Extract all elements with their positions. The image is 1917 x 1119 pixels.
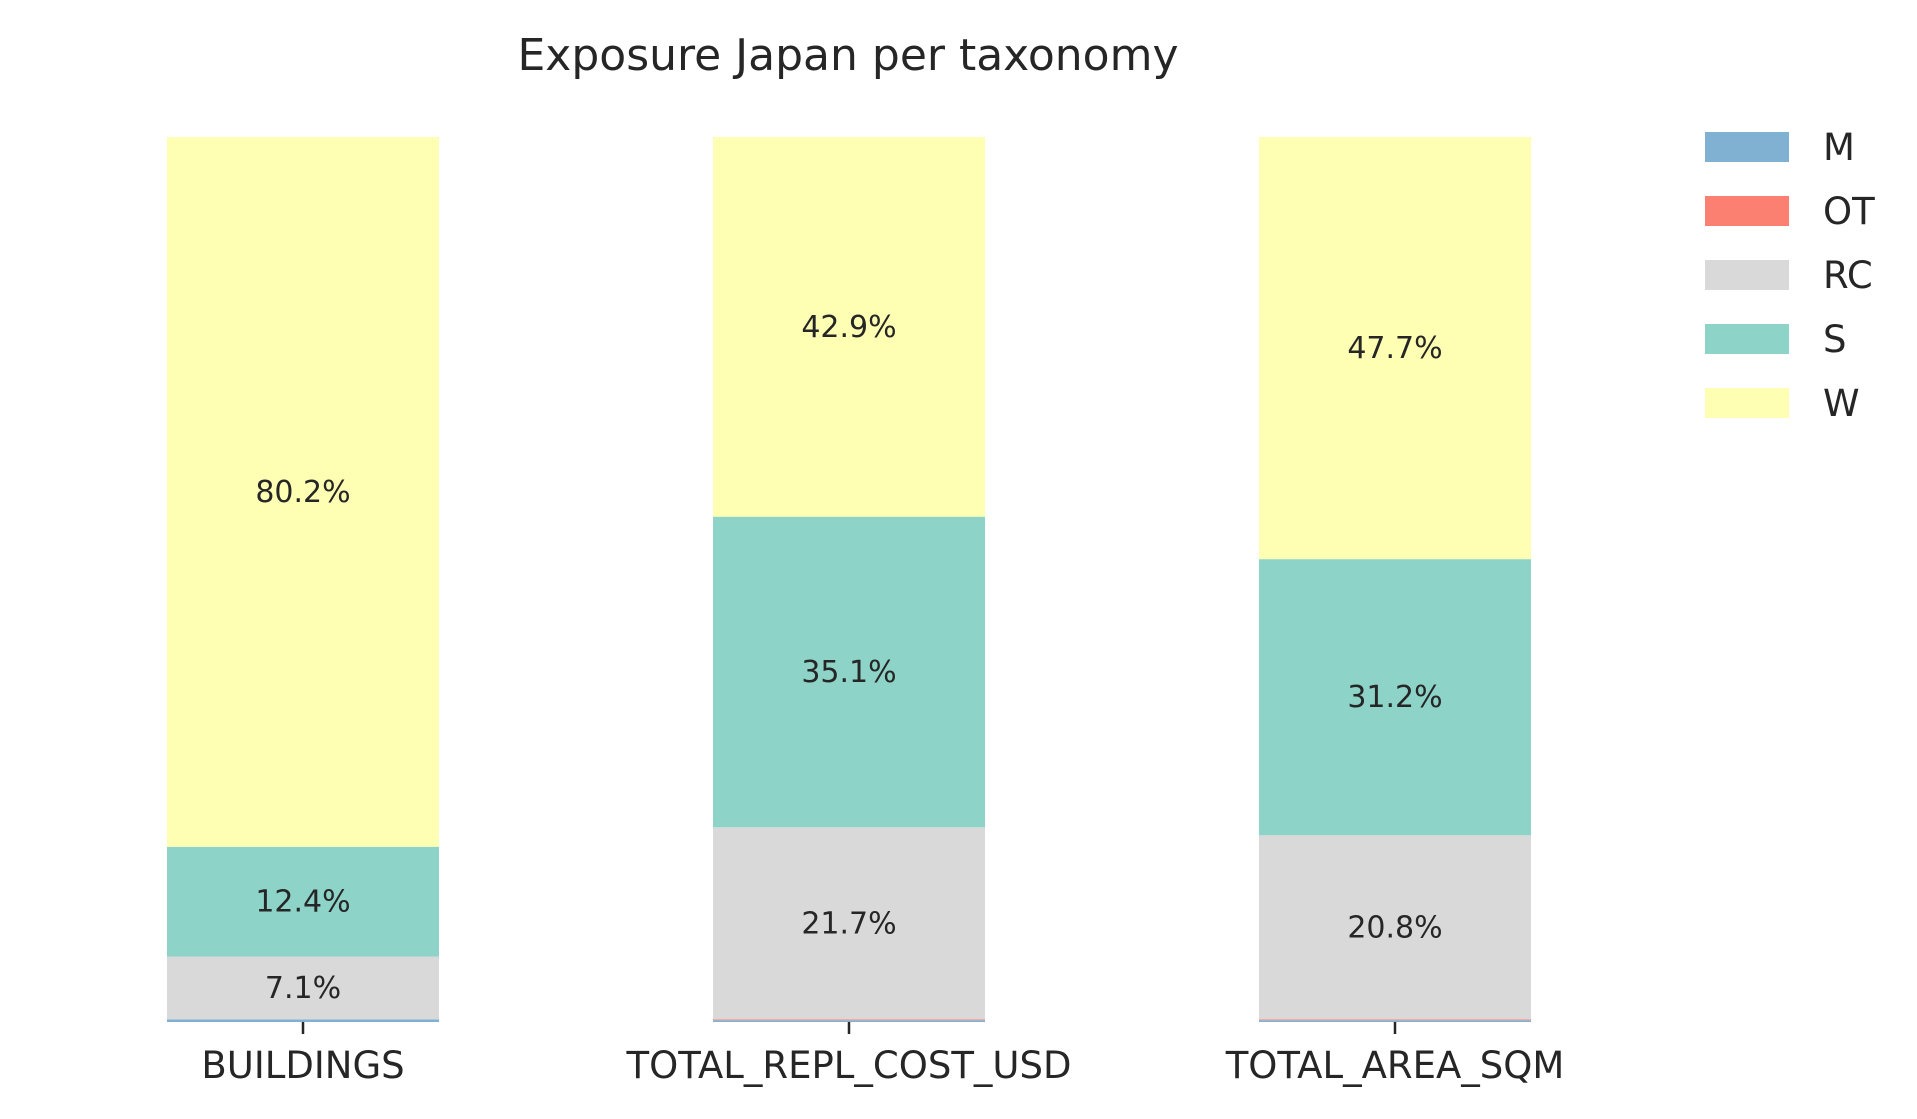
x-tick-label-buildings: BUILDINGS [201, 1044, 404, 1087]
legend-swatch-w [1705, 388, 1789, 418]
legend-label-w: W [1823, 382, 1860, 425]
chart-title: Exposure Japan per taxonomy [518, 30, 1179, 81]
bar-segment-m-total_repl_cost_usd [713, 1020, 985, 1022]
data-label-s-total_area_sqm: 31.2% [1347, 680, 1442, 715]
x-axis: BUILDINGS TOTAL_REPL_COST_USD TOTAL_AREA_S… [201, 1022, 1564, 1087]
data-label-rc-total_area_sqm: 20.8% [1347, 910, 1442, 945]
legend-label-s: S [1823, 318, 1847, 361]
bar-segment-ot-total_area_sqm [1259, 1019, 1531, 1021]
legend: M OT RC SW [1705, 126, 1875, 425]
bar-segment-w-total_area_sqm [1259, 137, 1531, 560]
bar-segment-s-total_repl_cost_usd [713, 516, 985, 828]
data-labels-layer: 7.1% 12.4% 80.2% 21.7% 35.1% 42.9% 20.8% 31.2% 4… [255, 310, 1442, 1006]
data-label-rc-buildings: 7.1% [265, 971, 341, 1006]
data-label-s-buildings: 12.4% [255, 885, 350, 920]
bar-segment-s-buildings [167, 846, 439, 957]
bar-segment-w-total_repl_cost_usd [713, 137, 985, 517]
data-label-w-total_repl_cost_usd: 42.9% [801, 310, 896, 345]
legend-swatch-m [1705, 132, 1789, 162]
legend-label-m: M [1823, 126, 1855, 169]
data-label-s-total_repl_cost_usd: 35.1% [801, 655, 896, 690]
x-tick-label-total_repl_cost_usd: TOTAL_REPL_COST_USD [626, 1044, 1072, 1087]
data-label-rc-total_repl_cost_usd: 21.7% [801, 906, 896, 941]
bars-layer [167, 137, 1531, 1022]
legend-swatch-rc [1705, 260, 1789, 290]
legend-swatch-ot [1705, 196, 1789, 226]
legend-label-rc: RC [1823, 254, 1873, 297]
legend-swatch-s [1705, 324, 1789, 354]
bar-segment-s-total_area_sqm [1259, 559, 1531, 836]
legend-label-ot: OT [1823, 190, 1875, 233]
bar-segment-ot-total_repl_cost_usd [713, 1019, 985, 1021]
bar-segment-rc-buildings [167, 956, 439, 1020]
bar-segment-m-buildings [167, 1019, 439, 1022]
data-label-w-buildings: 80.2% [255, 475, 350, 510]
bar-segment-rc-total_repl_cost_usd [713, 827, 985, 1020]
bar-segment-rc-total_area_sqm [1259, 835, 1531, 1020]
bar-segment-m-total_area_sqm [1259, 1020, 1531, 1022]
x-tick-label-total_area_sqm: TOTAL_AREA_SQM [1225, 1044, 1565, 1087]
data-label-w-total_area_sqm: 47.7% [1347, 331, 1442, 366]
bar-segment-w-buildings [167, 137, 439, 847]
